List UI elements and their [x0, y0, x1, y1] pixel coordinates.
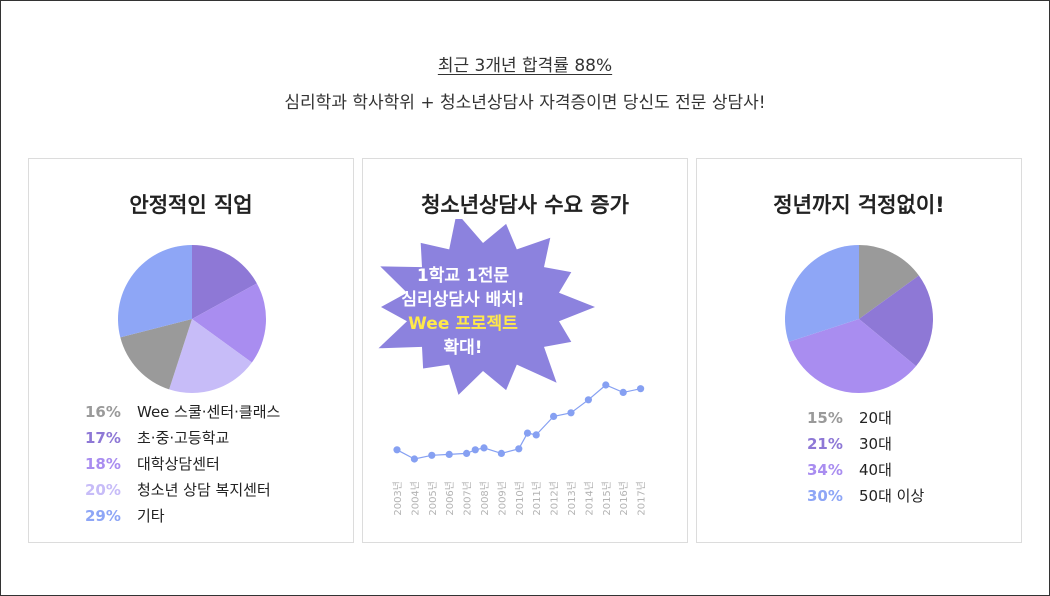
demand-point	[480, 444, 488, 452]
demand-point	[410, 455, 418, 463]
ages-legend-pct: 30%	[807, 487, 843, 505]
panel-title-stable-job: 안정적인 직업	[129, 193, 253, 217]
x-tick-label: 2006년	[444, 481, 456, 516]
ages-legend-pct: 15%	[807, 409, 843, 427]
pie-jobs-slice-3	[120, 319, 192, 390]
jobs-legend-pct: 18%	[85, 455, 121, 473]
ages-legend-label: 20대	[859, 409, 892, 427]
jobs-legend-pct: 20%	[85, 481, 121, 499]
jobs-legend-pct: 17%	[85, 429, 121, 447]
demand-point	[428, 451, 436, 459]
demand-point	[567, 409, 575, 417]
x-tick-label: 2016년	[618, 481, 630, 516]
burst-shape	[378, 219, 595, 395]
demand-point	[463, 449, 471, 457]
jobs-legend-item: 17% 초·중·고등학교	[85, 425, 280, 451]
demand-point	[497, 449, 505, 457]
x-tick-label: 2012년	[549, 481, 561, 516]
jobs-legend-item: 18% 대학상담센터	[85, 451, 280, 477]
ages-legend-label: 30대	[859, 435, 892, 453]
jobs-legend-pct: 29%	[85, 507, 121, 525]
panel-stable-job: 안정적인 직업 16% Wee 스쿨·센터·클래스 17% 초·중·고등학교 18% 대학…	[28, 158, 354, 543]
ages-legend-item: 34% 40대	[807, 457, 924, 483]
pie-jobs-slice-1	[192, 283, 267, 363]
headline-pass-rate: 최근 3개년 합격률 88%	[437, 56, 613, 76]
demand-point	[515, 445, 523, 453]
pie-ages-slice-0	[859, 245, 919, 319]
pie-jobs-slice-0	[192, 245, 257, 319]
x-tick-label: 2011년	[531, 481, 543, 516]
pie-ages-slice-3	[784, 245, 859, 342]
jobs-legend-label: 기타	[137, 507, 165, 525]
jobs-legend-item: 29% 기타	[85, 503, 280, 529]
ages-legend-label: 40대	[859, 461, 892, 479]
jobs-legend-label: 초·중·고등학교	[137, 429, 230, 447]
x-tick-label: 2008년	[479, 481, 491, 516]
x-tick-label: 2010년	[514, 481, 526, 516]
ages-legend-pct: 34%	[807, 461, 843, 479]
jobs-legend-item: 20% 청소년 상담 복지센터	[85, 477, 280, 503]
x-tick-label: 2015년	[601, 481, 613, 516]
jobs-legend-pct: 16%	[85, 403, 121, 421]
demand-point	[602, 381, 610, 389]
burst-line-0: 1학교 1전문	[417, 266, 509, 286]
legend-jobs: 16% Wee 스쿨·센터·클래스 17% 초·중·고등학교 18% 대학상담센터 20% 청…	[85, 399, 280, 529]
jobs-legend-item: 16% Wee 스쿨·센터·클래스	[85, 399, 280, 425]
burst-line-1: 심리상담사 배치!	[401, 290, 524, 310]
ages-legend-pct: 21%	[807, 435, 843, 453]
ages-legend-label: 50대 이상	[859, 487, 925, 505]
demand-point	[550, 412, 558, 420]
ages-legend-item: 21% 30대	[807, 431, 924, 457]
demand-point	[445, 450, 453, 458]
x-tick-label: 2017년	[636, 481, 648, 516]
legend-ages: 15% 20대 21% 30대 34% 40대 30% 50대 이상	[807, 405, 924, 509]
x-tick-label: 2003년	[392, 481, 404, 516]
demand-point	[532, 431, 540, 439]
panel-retirement: 정년까지 걱정없이! 15% 20대 21% 30대 34% 40대 30% 50대 이상	[696, 158, 1022, 543]
pie-chart-jobs	[117, 245, 267, 394]
demand-point	[471, 446, 479, 454]
pie-jobs-slice-2	[169, 319, 252, 394]
pie-chart-ages	[784, 245, 934, 394]
panel-title-demand-growth: 청소년상담사 수요 증가	[421, 193, 629, 217]
jobs-legend-label: 청소년 상담 복지센터	[137, 481, 271, 499]
demand-point	[584, 396, 592, 404]
x-tick-label: 2009년	[496, 481, 508, 516]
pie-ages-slice-2	[788, 319, 917, 394]
ages-legend-item: 30% 50대 이상	[807, 483, 924, 509]
headline-tagline: 심리학과 학사학위 + 청소년상담사 자격증이면 당신도 전문 상담사!	[284, 93, 766, 113]
x-tick-label: 2005년	[427, 481, 439, 516]
x-tick-label: 2014년	[583, 481, 595, 516]
headline: 최근 3개년 합격률 88% 심리학과 학사학위 + 청소년상담사 자격증이면 …	[1, 51, 1049, 113]
burst-line-3: 확대!	[443, 338, 482, 358]
x-tick-label: 2007년	[462, 481, 474, 516]
x-tick-label: 2004년	[409, 481, 421, 516]
demand-point	[393, 446, 401, 454]
demand-point	[523, 429, 532, 437]
ages-legend-item: 15% 20대	[807, 405, 924, 431]
pie-jobs-slice-4	[117, 245, 192, 338]
burst-line-2: Wee 프로젝트	[408, 314, 518, 334]
demand-point	[637, 385, 645, 393]
panel-title-retirement: 정년까지 걱정없이!	[773, 193, 945, 217]
jobs-legend-label: Wee 스쿨·센터·클래스	[137, 403, 281, 421]
demand-point	[619, 388, 627, 396]
pie-ages-slice-1	[859, 275, 934, 367]
x-tick-label: 2013년	[566, 481, 578, 516]
jobs-legend-label: 대학상담센터	[137, 455, 220, 473]
